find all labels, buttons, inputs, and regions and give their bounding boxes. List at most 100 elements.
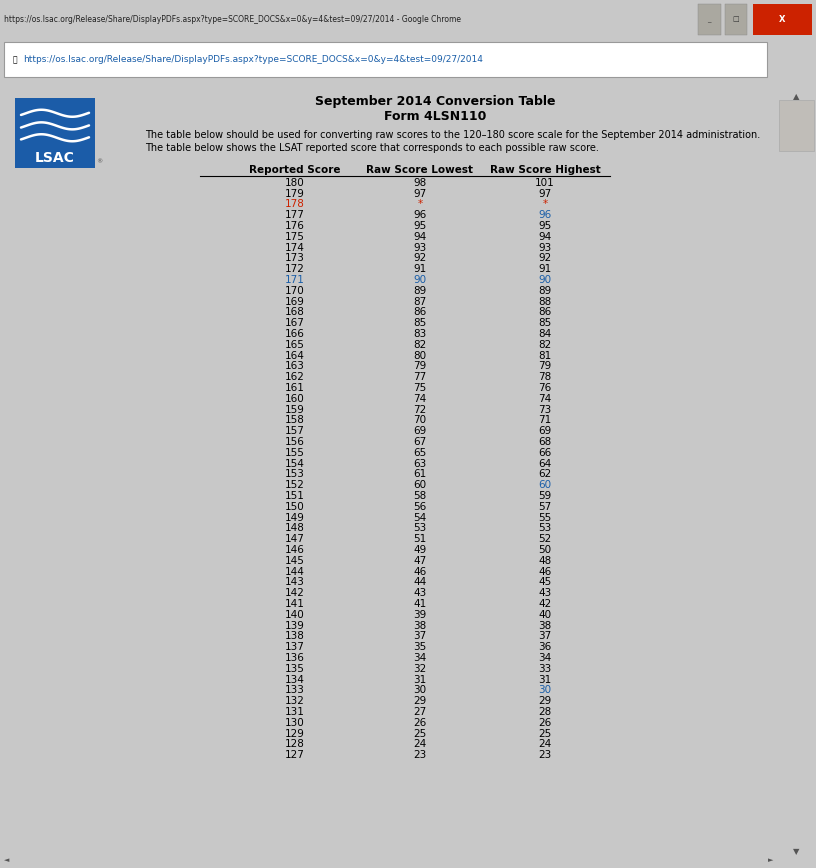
Text: 59: 59 [539,491,552,501]
Text: 91: 91 [539,264,552,274]
Text: 180: 180 [285,178,305,187]
Text: 47: 47 [414,556,427,566]
Text: 153: 153 [285,470,305,479]
Text: 44: 44 [414,577,427,588]
Text: 25: 25 [414,728,427,739]
Text: 60: 60 [414,480,427,490]
Text: 177: 177 [285,210,305,220]
Text: 28: 28 [539,707,552,717]
Text: 84: 84 [539,329,552,339]
Text: 37: 37 [539,631,552,641]
Text: 132: 132 [285,696,305,707]
Text: The table below should be used for converting raw scores to the 120–180 score sc: The table below should be used for conve… [145,130,761,140]
Text: 138: 138 [285,631,305,641]
Text: 165: 165 [285,340,305,350]
Text: 40: 40 [539,610,552,620]
Text: 63: 63 [414,458,427,469]
Text: 134: 134 [285,674,305,685]
Text: 71: 71 [539,416,552,425]
Text: 166: 166 [285,329,305,339]
Text: 56: 56 [414,502,427,512]
Text: 89: 89 [539,286,552,296]
Text: 60: 60 [539,480,552,490]
Text: 69: 69 [414,426,427,437]
Text: 66: 66 [539,448,552,457]
FancyBboxPatch shape [725,3,747,35]
Text: 46: 46 [539,567,552,576]
Text: 163: 163 [285,361,305,372]
Text: 149: 149 [285,513,305,523]
Text: 58: 58 [414,491,427,501]
Text: https://os.lsac.org/Release/Share/DisplayPDFs.aspx?type=SCORE_DOCS&x=0&y=4&test=: https://os.lsac.org/Release/Share/Displa… [4,15,461,24]
Text: 76: 76 [539,383,552,393]
Text: 81: 81 [539,351,552,361]
Text: _: _ [707,16,711,23]
Text: 34: 34 [414,653,427,663]
Text: 74: 74 [539,394,552,404]
Text: 32: 32 [414,664,427,674]
Text: Reported Score: Reported Score [249,165,341,174]
Text: 73: 73 [539,404,552,415]
Text: 77: 77 [414,372,427,382]
Text: September 2014 Conversion Table: September 2014 Conversion Table [315,95,555,108]
Text: 161: 161 [285,383,305,393]
Text: 52: 52 [539,535,552,544]
Text: 23: 23 [539,750,552,760]
Text: 33: 33 [539,664,552,674]
Text: 86: 86 [539,307,552,318]
Text: 87: 87 [414,297,427,306]
Text: 164: 164 [285,351,305,361]
Text: *: * [418,200,423,209]
Text: 30: 30 [414,686,427,695]
Text: 90: 90 [539,275,552,285]
FancyBboxPatch shape [15,98,95,168]
Text: 24: 24 [414,740,427,749]
Text: 83: 83 [414,329,427,339]
Text: 35: 35 [414,642,427,652]
Text: 67: 67 [414,437,427,447]
Text: https://os.lsac.org/Release/Share/DisplayPDFs.aspx?type=SCORE_DOCS&x=0&y=4&test=: https://os.lsac.org/Release/Share/Displa… [23,55,483,64]
Text: 91: 91 [414,264,427,274]
Text: 41: 41 [414,599,427,609]
Text: 140: 140 [285,610,305,620]
Text: 69: 69 [539,426,552,437]
Text: 92: 92 [539,253,552,264]
Text: 50: 50 [539,545,552,555]
Text: 74: 74 [414,394,427,404]
Text: 129: 129 [285,728,305,739]
Text: 23: 23 [414,750,427,760]
Text: 157: 157 [285,426,305,437]
Text: 142: 142 [285,589,305,598]
Text: 160: 160 [285,394,305,404]
Text: 96: 96 [414,210,427,220]
Text: 42: 42 [539,599,552,609]
Text: 88: 88 [539,297,552,306]
Text: 79: 79 [414,361,427,372]
Text: 29: 29 [539,696,552,707]
Text: ▼: ▼ [793,847,800,856]
Text: 172: 172 [285,264,305,274]
Text: 86: 86 [414,307,427,318]
Text: X: X [779,15,786,24]
Text: 48: 48 [539,556,552,566]
Text: 155: 155 [285,448,305,457]
Text: 97: 97 [414,188,427,199]
Text: 31: 31 [414,674,427,685]
Text: 38: 38 [414,621,427,631]
Text: 43: 43 [539,589,552,598]
Text: Form 4LSN110: Form 4LSN110 [384,110,486,123]
Text: 26: 26 [414,718,427,728]
Text: 162: 162 [285,372,305,382]
Text: 51: 51 [414,535,427,544]
Text: 53: 53 [414,523,427,534]
Text: 173: 173 [285,253,305,264]
Text: 143: 143 [285,577,305,588]
Text: 137: 137 [285,642,305,652]
Text: 31: 31 [539,674,552,685]
Text: 80: 80 [414,351,427,361]
Text: 43: 43 [414,589,427,598]
Text: 46: 46 [414,567,427,576]
Text: 78: 78 [539,372,552,382]
Text: 53: 53 [539,523,552,534]
Text: 54: 54 [414,513,427,523]
